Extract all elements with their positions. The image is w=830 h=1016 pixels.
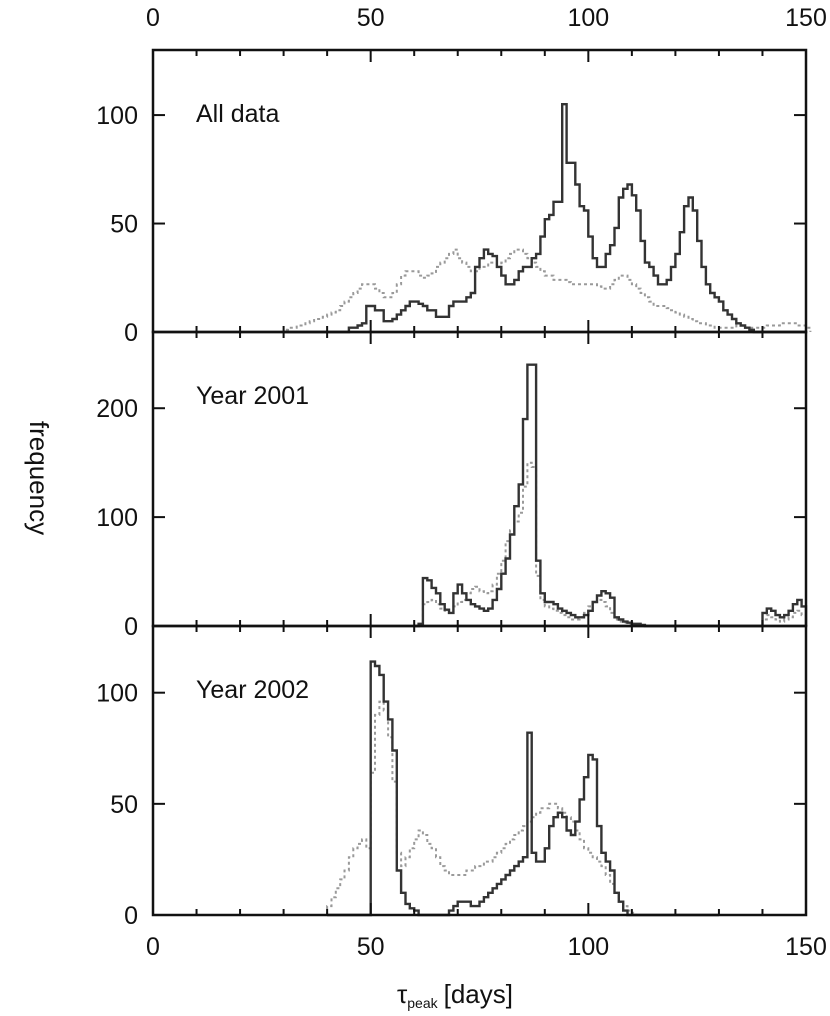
panels-group: 0 50 100 All data 0 100 200 Year 2001 0 50 100 Year… <box>96 48 812 930</box>
y-tick-label: 100 <box>96 102 138 130</box>
panel-2: 0 100 200 Year 2001 <box>96 330 808 641</box>
top-x-tick-label: 100 <box>567 4 609 32</box>
top-x-tick-label: 50 <box>357 4 385 32</box>
y-tick-label: 50 <box>110 791 138 819</box>
panel-frame-3 <box>151 624 808 917</box>
series-dotted-panel-2 <box>414 461 807 627</box>
y-tick-label: 100 <box>96 504 138 532</box>
panel-label-3: Year 2002 <box>196 676 309 704</box>
x-axis-symbol: τ <box>397 979 408 1009</box>
x-tick-label: 100 <box>567 933 609 961</box>
x-tick-label: 50 <box>357 933 385 961</box>
series-dotted-panel-1 <box>240 248 812 333</box>
series-solid-panel-2 <box>414 363 808 628</box>
top-x-tick-label: 0 <box>146 4 160 32</box>
panel-frame-2 <box>151 330 808 628</box>
panel-label-1: All data <box>196 100 279 128</box>
x-axis-title: τpeak [days] <box>397 979 513 1011</box>
y-tick-label: 0 <box>124 319 138 347</box>
x-axis-subscript: peak <box>407 995 438 1011</box>
panel-3: 0 50 100 Year 2002 <box>96 624 808 930</box>
bottom-x-axis: 0 50 100 150 <box>146 933 827 961</box>
x-tick-label: 150 <box>785 933 827 961</box>
x-axis-unit: [days] <box>444 979 513 1009</box>
panel-1: 0 50 100 All data <box>96 48 812 347</box>
y-axis-title: frequency <box>24 421 54 535</box>
top-x-axis: 0 50 100 150 <box>146 4 827 32</box>
y-tick-label: 0 <box>124 902 138 930</box>
y-tick-label: 0 <box>124 613 138 641</box>
series-solid-panel-3 <box>327 660 719 917</box>
y-tick-label: 50 <box>110 211 138 239</box>
series-solid-panel-1 <box>283 103 806 334</box>
y-tick-label: 200 <box>96 395 138 423</box>
top-x-tick-label: 150 <box>785 4 827 32</box>
x-tick-label: 0 <box>146 933 160 961</box>
y-tick-label: 100 <box>96 680 138 708</box>
panel-frame-1 <box>151 48 808 334</box>
series-dotted-panel-3 <box>326 700 719 916</box>
panel-label-2: Year 2001 <box>196 382 309 410</box>
